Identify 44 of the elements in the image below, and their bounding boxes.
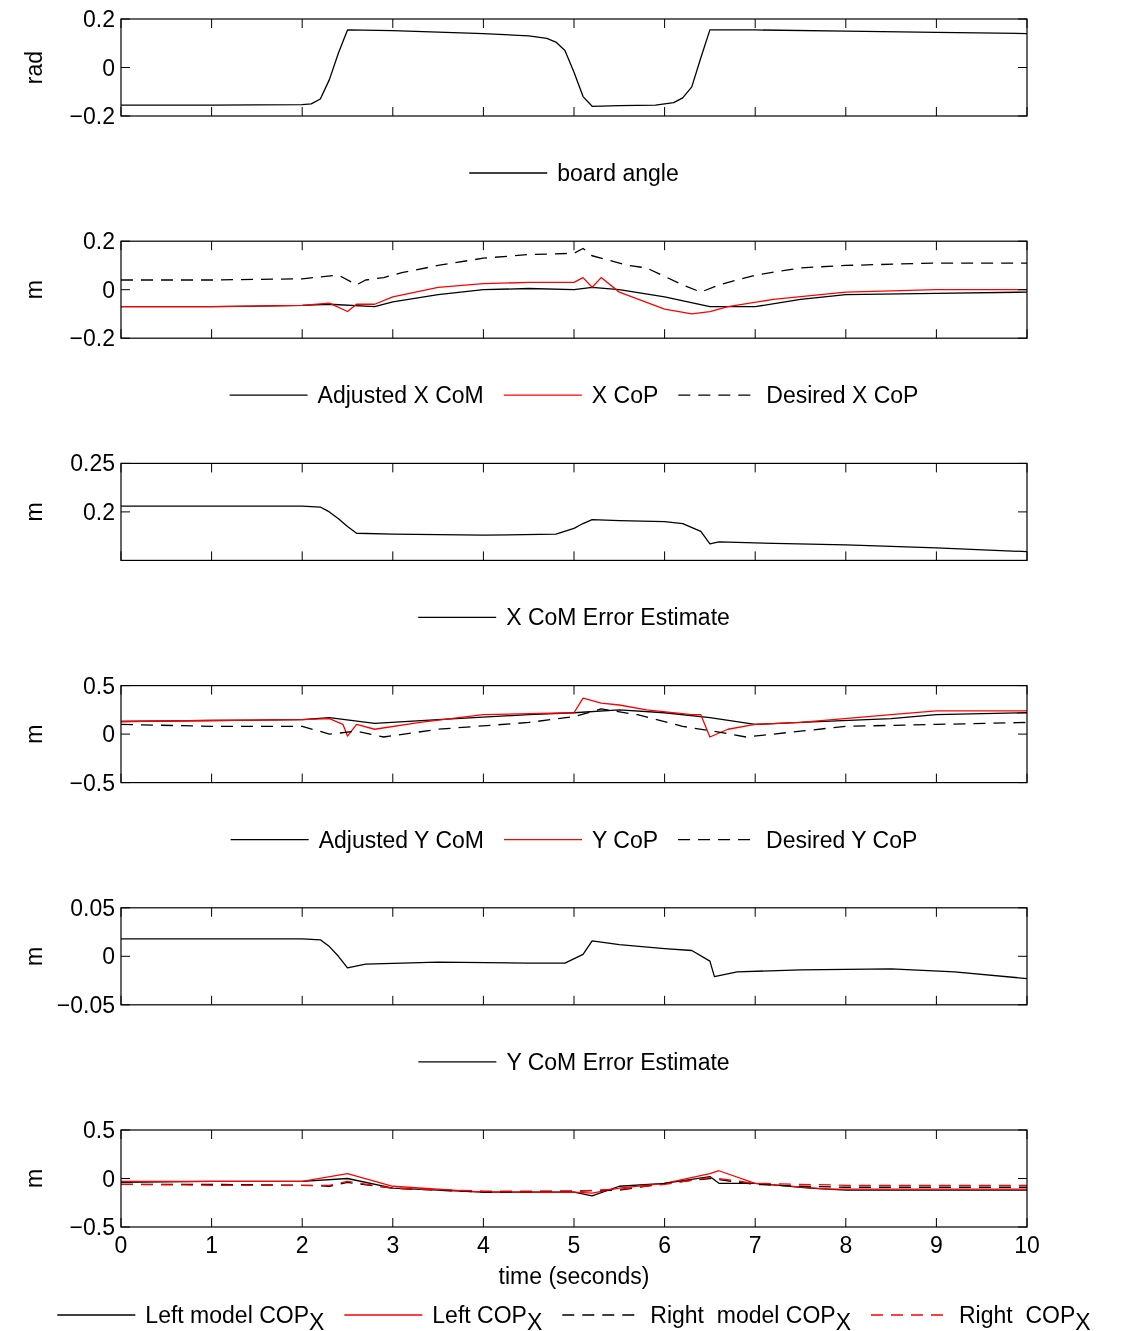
y-tick-label: 0.5: [83, 1117, 115, 1144]
legend-label: board angle: [557, 160, 679, 187]
x-tick-label: 9: [930, 1232, 943, 1258]
legend-label: X CoM Error Estimate: [506, 604, 730, 631]
legend-label: Adjusted X CoM: [317, 382, 484, 409]
y-axis-title: m: [21, 724, 47, 744]
y-tick-label: −0.2: [69, 325, 115, 352]
y-tick-label: 0.2: [83, 228, 115, 255]
y-tick-label: 0: [102, 276, 115, 303]
legend-label: Y CoP: [592, 826, 659, 853]
x-axis-title: time (seconds): [498, 1263, 650, 1289]
y-tick-label: 0.2: [83, 6, 115, 33]
y-tick-label: −0.5: [69, 769, 115, 796]
x-tick-label: 8: [839, 1232, 853, 1258]
y-axis-title: m: [21, 946, 47, 966]
y-tick-label: −0.5: [69, 1214, 115, 1241]
y-tick-label: 0: [102, 721, 115, 748]
legend-label: X CoP: [591, 382, 659, 409]
x-tick-label: 7: [748, 1232, 762, 1258]
y-tick-label: 0: [102, 943, 115, 970]
legend-label: Adjusted Y CoM: [318, 826, 484, 853]
y-tick-label: 0.25: [70, 450, 115, 477]
y-tick-label: 0.2: [83, 498, 115, 525]
x-tick-label: 6: [658, 1232, 671, 1258]
x-tick-label: 1: [205, 1232, 218, 1258]
y-tick-label: 0: [102, 54, 115, 81]
x-tick-label: 5: [567, 1232, 581, 1258]
y-axis-title: m: [21, 1168, 47, 1189]
x-tick-label: 2: [295, 1232, 309, 1258]
y-tick-label: −0.05: [56, 991, 115, 1018]
legend-label: Desired Y CoP: [766, 826, 918, 853]
y-tick-label: 0.5: [83, 672, 115, 699]
y-tick-label: −0.2: [69, 103, 115, 130]
y-axis-title: m: [21, 502, 47, 522]
line-series: [121, 697, 1027, 738]
legend-label: Y CoM Error Estimate: [506, 1048, 730, 1075]
x-tick-label: 10: [1014, 1232, 1040, 1258]
y-tick-label: 0: [102, 1165, 115, 1192]
y-axis-title: m: [21, 280, 47, 300]
x-tick-label: 4: [477, 1232, 490, 1258]
legend-label: Desired X CoP: [766, 382, 919, 409]
y-tick-label: 0.05: [70, 894, 115, 921]
y-axis-title: rad: [21, 50, 47, 85]
x-tick-label: 3: [386, 1232, 400, 1258]
